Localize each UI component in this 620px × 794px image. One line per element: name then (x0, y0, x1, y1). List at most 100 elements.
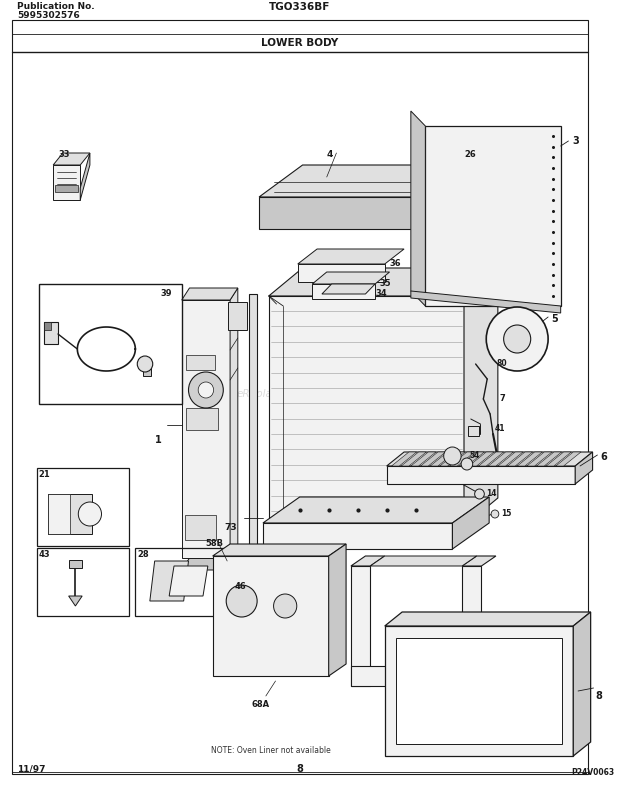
Circle shape (198, 382, 214, 398)
Polygon shape (182, 558, 238, 570)
Polygon shape (420, 452, 446, 466)
Text: 21: 21 (38, 470, 50, 479)
Polygon shape (322, 284, 375, 294)
Polygon shape (556, 452, 581, 466)
Circle shape (486, 307, 548, 371)
Polygon shape (53, 153, 90, 165)
Text: NOTE: Oven Liner not available: NOTE: Oven Liner not available (211, 746, 330, 755)
Polygon shape (508, 452, 533, 466)
Text: 15: 15 (501, 509, 511, 518)
Text: 54: 54 (470, 451, 480, 460)
Polygon shape (263, 523, 453, 549)
Polygon shape (527, 452, 552, 466)
Text: 8: 8 (595, 691, 603, 701)
Polygon shape (268, 268, 498, 296)
Polygon shape (230, 288, 238, 558)
Text: 68A: 68A (251, 700, 270, 709)
Polygon shape (469, 452, 494, 466)
Text: 5995302576: 5995302576 (17, 11, 80, 20)
Circle shape (444, 447, 461, 465)
Polygon shape (150, 561, 188, 601)
Circle shape (475, 489, 484, 499)
Polygon shape (268, 296, 464, 526)
Circle shape (273, 594, 297, 618)
Polygon shape (445, 173, 505, 189)
Polygon shape (517, 452, 542, 466)
Polygon shape (574, 612, 591, 756)
Bar (143, 368, 151, 376)
Circle shape (226, 585, 257, 617)
Text: 5: 5 (551, 314, 558, 324)
Bar (468, 426, 479, 436)
Text: 73: 73 (224, 523, 237, 532)
Bar (185, 408, 218, 430)
Polygon shape (182, 300, 230, 558)
Circle shape (491, 510, 499, 518)
Text: 26: 26 (464, 150, 476, 159)
Polygon shape (69, 596, 82, 606)
Polygon shape (387, 452, 593, 466)
Polygon shape (474, 165, 517, 229)
Polygon shape (536, 452, 562, 466)
Bar (43, 322, 51, 330)
Polygon shape (213, 544, 346, 556)
Polygon shape (298, 264, 385, 282)
Bar (37, 548, 128, 616)
Bar (48, 494, 92, 534)
Polygon shape (498, 452, 523, 466)
Text: 58B: 58B (205, 539, 223, 548)
Text: 8: 8 (296, 764, 303, 774)
Circle shape (137, 356, 153, 372)
Text: P24V0063: P24V0063 (571, 768, 614, 777)
Circle shape (461, 458, 472, 470)
Polygon shape (169, 566, 208, 596)
Polygon shape (213, 556, 329, 676)
Polygon shape (351, 566, 370, 686)
Polygon shape (387, 466, 575, 484)
Polygon shape (411, 291, 560, 313)
Polygon shape (385, 626, 574, 756)
Polygon shape (430, 452, 455, 466)
Text: 11/97: 11/97 (17, 765, 46, 774)
Polygon shape (488, 452, 513, 466)
Text: 43: 43 (38, 550, 50, 559)
Polygon shape (351, 556, 385, 566)
Polygon shape (453, 497, 489, 549)
Polygon shape (185, 515, 216, 540)
Polygon shape (351, 666, 481, 686)
Polygon shape (462, 566, 481, 686)
Polygon shape (401, 452, 427, 466)
Bar (55, 185, 78, 192)
Polygon shape (411, 452, 436, 466)
Polygon shape (312, 272, 389, 284)
Polygon shape (312, 284, 375, 299)
Bar (185, 355, 215, 370)
Circle shape (188, 372, 223, 408)
Polygon shape (450, 452, 475, 466)
Bar (43, 322, 58, 344)
Text: 6: 6 (600, 452, 607, 462)
Polygon shape (391, 452, 417, 466)
Polygon shape (385, 612, 591, 626)
Text: 1: 1 (154, 435, 161, 445)
Polygon shape (440, 452, 465, 466)
Bar (396, 638, 562, 744)
Polygon shape (259, 197, 474, 229)
Polygon shape (411, 111, 425, 306)
Polygon shape (263, 497, 489, 523)
Text: 39: 39 (161, 289, 172, 298)
Bar (48, 494, 69, 534)
Polygon shape (459, 452, 484, 466)
Polygon shape (510, 349, 525, 359)
Polygon shape (575, 452, 593, 484)
Circle shape (503, 325, 531, 353)
Text: 4: 4 (327, 150, 333, 159)
Text: 46: 46 (235, 582, 247, 591)
Polygon shape (329, 544, 346, 676)
Polygon shape (182, 288, 238, 300)
Text: Publication No.: Publication No. (17, 2, 95, 11)
Polygon shape (546, 452, 571, 466)
Polygon shape (53, 165, 80, 200)
Text: 80: 80 (497, 359, 508, 368)
Text: eReplacementParts.com: eReplacementParts.com (236, 389, 363, 399)
